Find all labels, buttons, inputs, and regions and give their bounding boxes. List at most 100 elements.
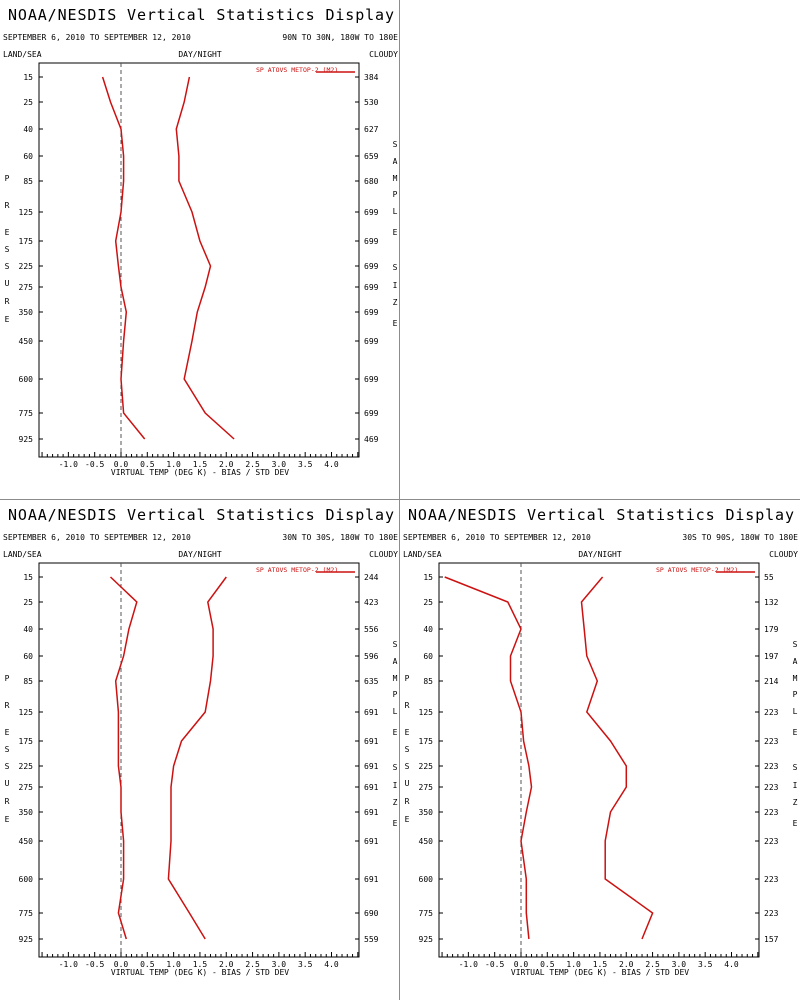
x-tick-label: 3.5 (698, 960, 713, 969)
pressure-level-label: 40 (423, 625, 433, 634)
date-range: SEPTEMBER 6, 2010 TO SEPTEMBER 12, 2010 (3, 33, 191, 42)
divider-horizontal (0, 499, 800, 500)
pressure-letter: P (5, 174, 10, 183)
x-tick-label: 2.0 (219, 460, 234, 469)
x-tick-label: 0.5 (140, 460, 155, 469)
legend-label: SP ATOVS METOP-2 (M2) (656, 566, 738, 574)
sample-size-label: 244 (364, 573, 379, 582)
cloudy-label: CLOUDY (369, 550, 398, 559)
x-tick-label: 3.0 (672, 960, 687, 969)
x-tick-label: 0.0 (114, 960, 129, 969)
pressure-level-label: 925 (419, 935, 434, 944)
sample-size-letter: S (393, 763, 398, 772)
sample-size-letter: Z (393, 798, 398, 807)
sample-size-label: 179 (764, 625, 779, 634)
x-tick-label: 1.5 (593, 960, 608, 969)
std-dev-line (167, 576, 227, 940)
x-tick-label: -1.0 (459, 960, 478, 969)
sample-size-letter: I (393, 281, 398, 290)
day-night-label: DAY/NIGHT (178, 550, 222, 559)
x-tick-label: -1.0 (59, 460, 78, 469)
cloudy-label: CLOUDY (369, 50, 398, 59)
sample-size-letter: S (793, 763, 798, 772)
x-tick-label: 2.5 (245, 460, 260, 469)
chart-svg: NOAA/NESDIS Vertical Statistics Display S… (3, 506, 398, 977)
sample-size-label: 596 (364, 652, 379, 661)
sample-size-label: 197 (764, 652, 779, 661)
sample-size-letter: M (393, 174, 398, 183)
sample-size-label: 691 (364, 783, 379, 792)
pressure-letter: R (405, 701, 410, 710)
x-tick-label: -1.0 (59, 960, 78, 969)
sample-size-label: 157 (764, 935, 779, 944)
land-sea-label: LAND/SEA (3, 50, 42, 59)
sample-size-label: 223 (764, 737, 779, 746)
sample-size-label: 691 (364, 837, 379, 846)
chart-title: NOAA/NESDIS Vertical Statistics Display (408, 506, 794, 524)
pressure-level-label: 600 (419, 875, 434, 884)
divider-vertical (399, 0, 400, 1000)
pressure-level-label: 125 (419, 708, 434, 717)
pressure-letter: S (5, 245, 10, 254)
sample-size-letter: E (393, 819, 398, 828)
pressure-level-label: 600 (19, 875, 34, 884)
pressure-level-label: 225 (419, 762, 434, 771)
legend-label: SP ATOVS METOP-2 (M2) (256, 566, 338, 574)
sample-size-label: 384 (364, 73, 379, 82)
pressure-level-label: 25 (23, 598, 33, 607)
pressure-level-label: 175 (19, 237, 34, 246)
sample-size-letter: E (793, 728, 798, 737)
pressure-level-label: 775 (419, 909, 434, 918)
sample-size-label: 55 (764, 573, 774, 582)
chart-title: NOAA/NESDIS Vertical Statistics Display (8, 6, 394, 24)
x-tick-label: 0.0 (114, 460, 129, 469)
sample-size-label: 223 (764, 808, 779, 817)
sample-size-label: 691 (364, 708, 379, 717)
sample-size-label: 223 (764, 708, 779, 717)
pressure-letter: U (5, 779, 10, 788)
pressure-level-label: 775 (19, 909, 34, 918)
sample-size-letter: Z (393, 298, 398, 307)
sample-size-label: 691 (364, 762, 379, 771)
x-tick-label: -0.5 (85, 460, 104, 469)
chart-panel-tropics: NOAA/NESDIS Vertical Statistics Display S… (0, 500, 400, 1000)
plot-frame (38, 562, 360, 958)
sample-size-label: 699 (364, 308, 379, 317)
bias-line (109, 576, 138, 940)
pressure-letter: E (5, 815, 10, 824)
pressure-level-label: 450 (19, 337, 34, 346)
sample-size-letter: L (393, 707, 398, 716)
pressure-level-label: 60 (23, 152, 33, 161)
pressure-level-label: 925 (19, 435, 34, 444)
sample-size-letter: M (793, 674, 798, 683)
pressure-level-label: 125 (19, 208, 34, 217)
pressure-level-label: 350 (419, 808, 434, 817)
pressure-level-label: 175 (19, 737, 34, 746)
sample-size-letter: E (393, 319, 398, 328)
plot-frame (38, 62, 360, 458)
sample-size-label: 699 (364, 283, 379, 292)
sample-size-label: 423 (364, 598, 379, 607)
chart-title: NOAA/NESDIS Vertical Statistics Display (8, 506, 394, 524)
pressure-letter: P (405, 674, 410, 683)
sample-size-letter: S (393, 640, 398, 649)
sample-size-letter: P (793, 690, 798, 699)
date-range: SEPTEMBER 6, 2010 TO SEPTEMBER 12, 2010 (403, 533, 591, 542)
chart-svg: NOAA/NESDIS Vertical Statistics Display S… (3, 6, 398, 477)
sample-size-letter: I (793, 781, 798, 790)
pressure-level-label: 85 (423, 677, 433, 686)
sample-size-label: 132 (764, 598, 779, 607)
land-sea-label: LAND/SEA (3, 550, 42, 559)
pressure-level-label: 275 (419, 783, 434, 792)
x-tick-label: 0.0 (514, 960, 529, 969)
std-dev-line (175, 76, 235, 440)
sample-size-letter: L (393, 207, 398, 216)
sample-size-label: 469 (364, 435, 379, 444)
x-tick-label: -0.5 (485, 960, 504, 969)
sample-size-label: 223 (764, 783, 779, 792)
pressure-level-label: 275 (19, 783, 34, 792)
sample-size-letter: Z (793, 798, 798, 807)
sample-size-letter: P (393, 190, 398, 199)
sample-size-label: 559 (364, 935, 379, 944)
pressure-level-label: 225 (19, 762, 34, 771)
